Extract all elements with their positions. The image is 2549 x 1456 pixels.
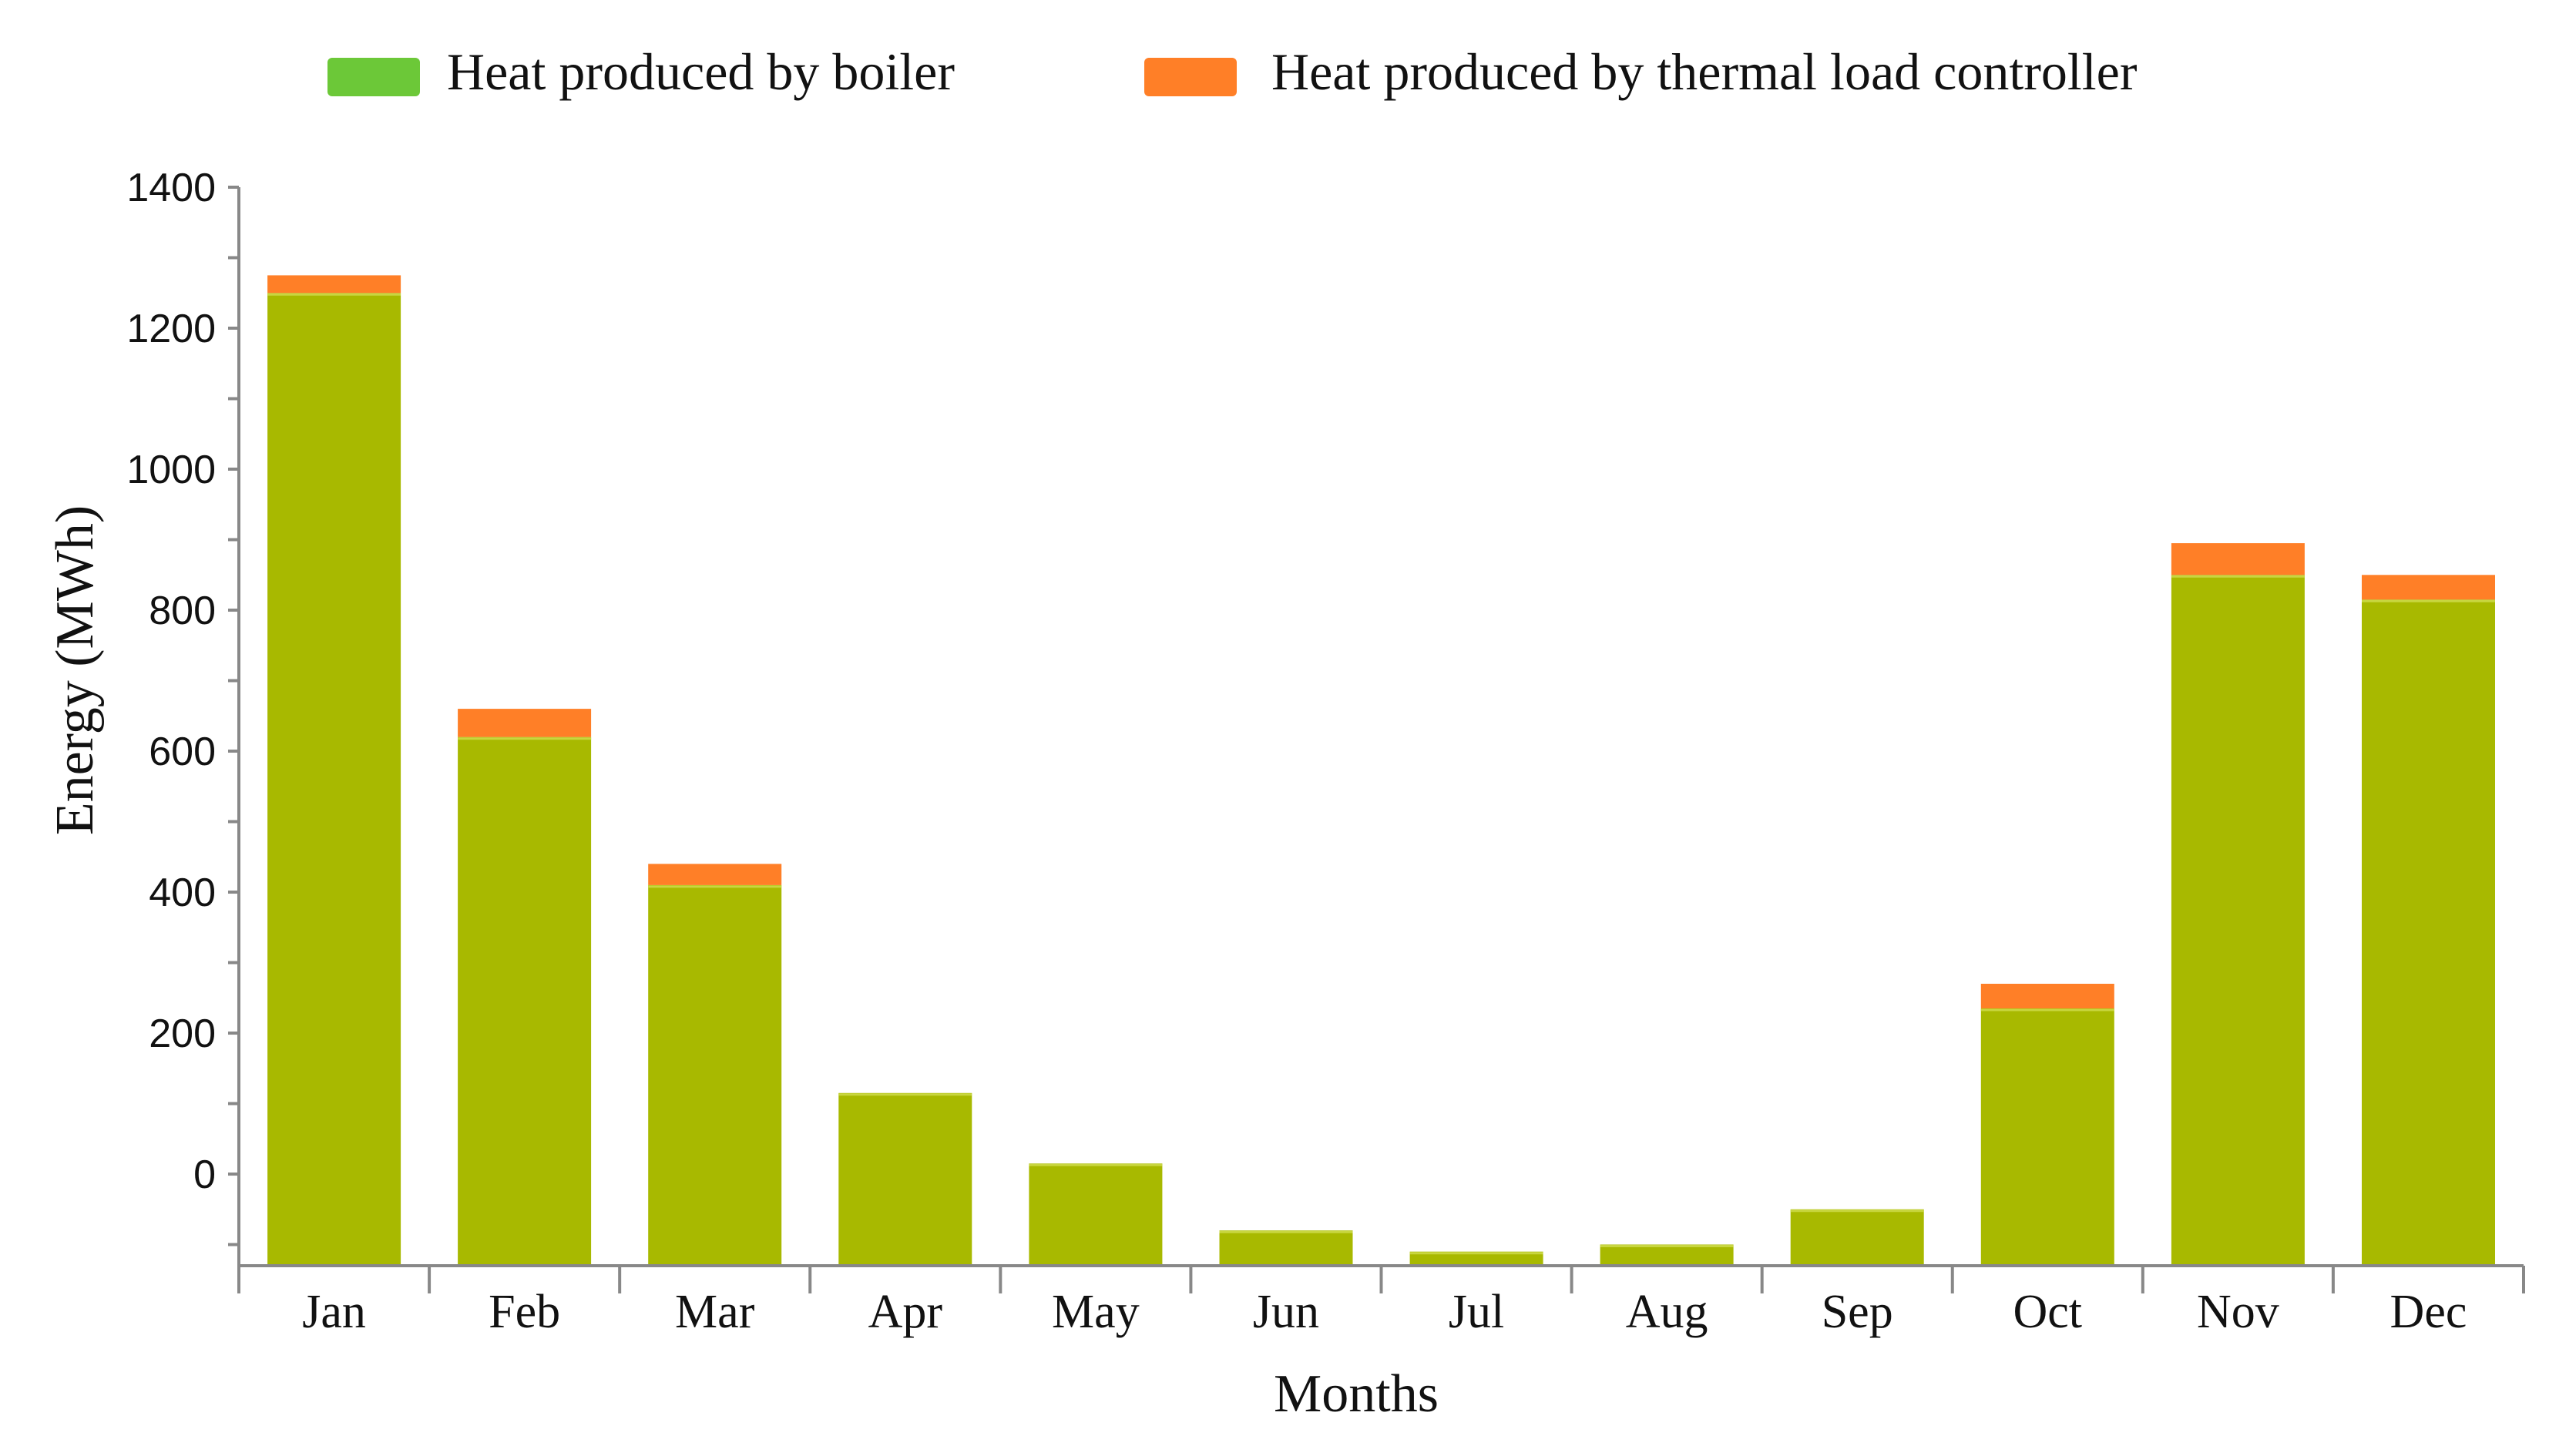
bar-boiler-aug: [1600, 1244, 1734, 1266]
legend-label-boiler: Heat produced by boiler: [447, 42, 955, 101]
x-tick-label-sep: Sep: [1822, 1286, 1893, 1338]
bar-boiler-dec: [2362, 599, 2495, 1266]
bar-controller-mar: [648, 864, 782, 885]
x-axis: Jan Feb Mar Apr May Jun Jul Aug Sep Oct Nov Dec: [237, 1264, 2525, 1338]
x-tick-label-aug: Aug: [1626, 1286, 1708, 1338]
bar-boiler-mar: [648, 884, 782, 1266]
bar-boiler-jun: [1219, 1230, 1353, 1266]
legend-swatch-boiler: [327, 58, 420, 96]
bars-group: [267, 275, 2495, 1266]
legend-swatch-controller: [1144, 58, 1237, 96]
x-tick-label-may: May: [1052, 1286, 1140, 1338]
bar-boiler-nov: [2171, 575, 2305, 1266]
x-tick-label-jan: Jan: [302, 1286, 366, 1338]
bar-boiler-feb: [458, 736, 592, 1266]
x-tick-label-mar: Mar: [675, 1286, 755, 1338]
y-tick-label: 1000: [126, 448, 216, 492]
x-tick-label-apr: Apr: [868, 1286, 943, 1338]
y-tick-label: 1200: [126, 307, 216, 351]
bar-boiler-may: [1029, 1163, 1163, 1266]
x-tick-label-nov: Nov: [2197, 1286, 2279, 1338]
legend-label-controller: Heat produced by thermal load controller: [1271, 42, 2138, 101]
bar-controller-oct: [1980, 984, 2114, 1008]
x-tick-label-dec: Dec: [2390, 1286, 2467, 1338]
y-tick-label: 800: [149, 589, 216, 633]
bar-controller-feb: [458, 709, 592, 737]
bar-boiler-jul: [1409, 1251, 1543, 1266]
bar-boiler-apr: [838, 1092, 972, 1266]
y-axis: 0 200 400 600 800 1000 1200 1400: [126, 166, 240, 1266]
y-tick-label: 600: [149, 730, 216, 774]
bar-controller-jan: [267, 275, 401, 294]
y-tick-label: 400: [149, 871, 216, 915]
x-tick-label-feb: Feb: [489, 1286, 560, 1338]
legend: Heat produced by boiler Heat produced by…: [327, 42, 2138, 101]
x-tick-label-oct: Oct: [2013, 1286, 2083, 1338]
y-tick-label: 1400: [126, 166, 216, 210]
x-tick-label-jun: Jun: [1253, 1286, 1319, 1338]
bar-boiler-sep: [1790, 1209, 1924, 1266]
y-axis-label: Energy (MWh): [45, 505, 105, 835]
bar-controller-nov: [2171, 543, 2305, 575]
y-tick-label: 0: [193, 1152, 216, 1197]
y-tick-label: 200: [149, 1011, 216, 1056]
bar-boiler-jan: [267, 293, 401, 1266]
x-tick-label-jul: Jul: [1449, 1286, 1504, 1338]
x-axis-label: Months: [1274, 1364, 1439, 1424]
bar-controller-dec: [2362, 575, 2495, 600]
bar-boiler-oct: [1980, 1008, 2114, 1266]
